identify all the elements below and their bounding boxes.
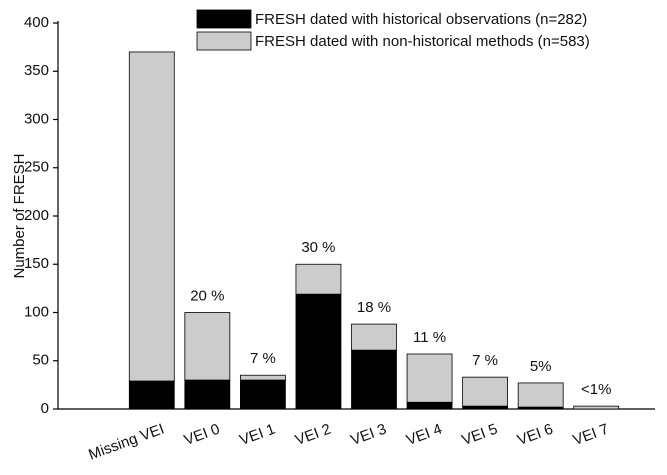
x-tick-label: Missing VEI — [86, 421, 166, 464]
y-tick-label: 350 — [24, 62, 49, 79]
bar-segment — [462, 376, 509, 407]
bar-segment — [406, 353, 453, 403]
bar-segment — [406, 401, 453, 410]
y-tick-label: 400 — [24, 14, 49, 31]
bar-segment — [295, 263, 342, 295]
bar-annotation: 7 % — [250, 350, 276, 367]
bar-annotation: 18 % — [357, 299, 391, 316]
x-tick-label: VEI 1 — [237, 421, 277, 450]
y-tick-label: 50 — [32, 352, 49, 369]
x-tick-label: VEI 2 — [293, 421, 333, 450]
legend-label: FRESH dated with non-historical methods … — [255, 33, 590, 50]
bar-annotation: 30 % — [301, 239, 335, 256]
bar-segment — [239, 379, 286, 410]
x-tick-label: VEI 7 — [571, 421, 611, 450]
bar-segment — [184, 379, 231, 410]
x-tick-label: VEI 6 — [515, 421, 555, 450]
bar-annotation: 7 % — [472, 352, 498, 369]
legend-swatch — [196, 31, 252, 51]
bar-segment — [517, 382, 564, 408]
y-axis-label: Number of FRESH — [11, 153, 28, 278]
bar-annotation: <1% — [581, 381, 611, 398]
bar-segment — [295, 293, 342, 410]
bar-segment — [239, 374, 286, 381]
bar-annotation: 5% — [530, 358, 552, 375]
x-tick-label: VEI 3 — [348, 421, 388, 450]
bar-annotation: 11 % — [413, 329, 446, 346]
bar-segment — [573, 405, 620, 410]
y-tick-label: 250 — [24, 159, 49, 176]
y-tick-label: 150 — [24, 255, 49, 272]
y-tick-label: 200 — [24, 207, 49, 224]
bar-segment — [128, 51, 175, 382]
bar-segment — [462, 405, 509, 410]
bar-annotation: 20 % — [190, 287, 224, 304]
legend-swatch — [196, 9, 252, 29]
bar-segment — [351, 349, 397, 410]
legend-label: FRESH dated with historical observations… — [255, 11, 587, 28]
bar-segment — [351, 323, 397, 351]
bar-segment — [128, 380, 175, 410]
bar-segment — [184, 312, 231, 381]
x-tick-label: VEI 4 — [404, 421, 444, 450]
y-tick-label: 0 — [41, 400, 49, 417]
x-tick-label: VEI 0 — [182, 421, 222, 450]
x-tick-label: VEI 5 — [460, 421, 500, 450]
y-tick-label: 300 — [24, 110, 49, 127]
y-tick-label: 100 — [24, 303, 49, 320]
